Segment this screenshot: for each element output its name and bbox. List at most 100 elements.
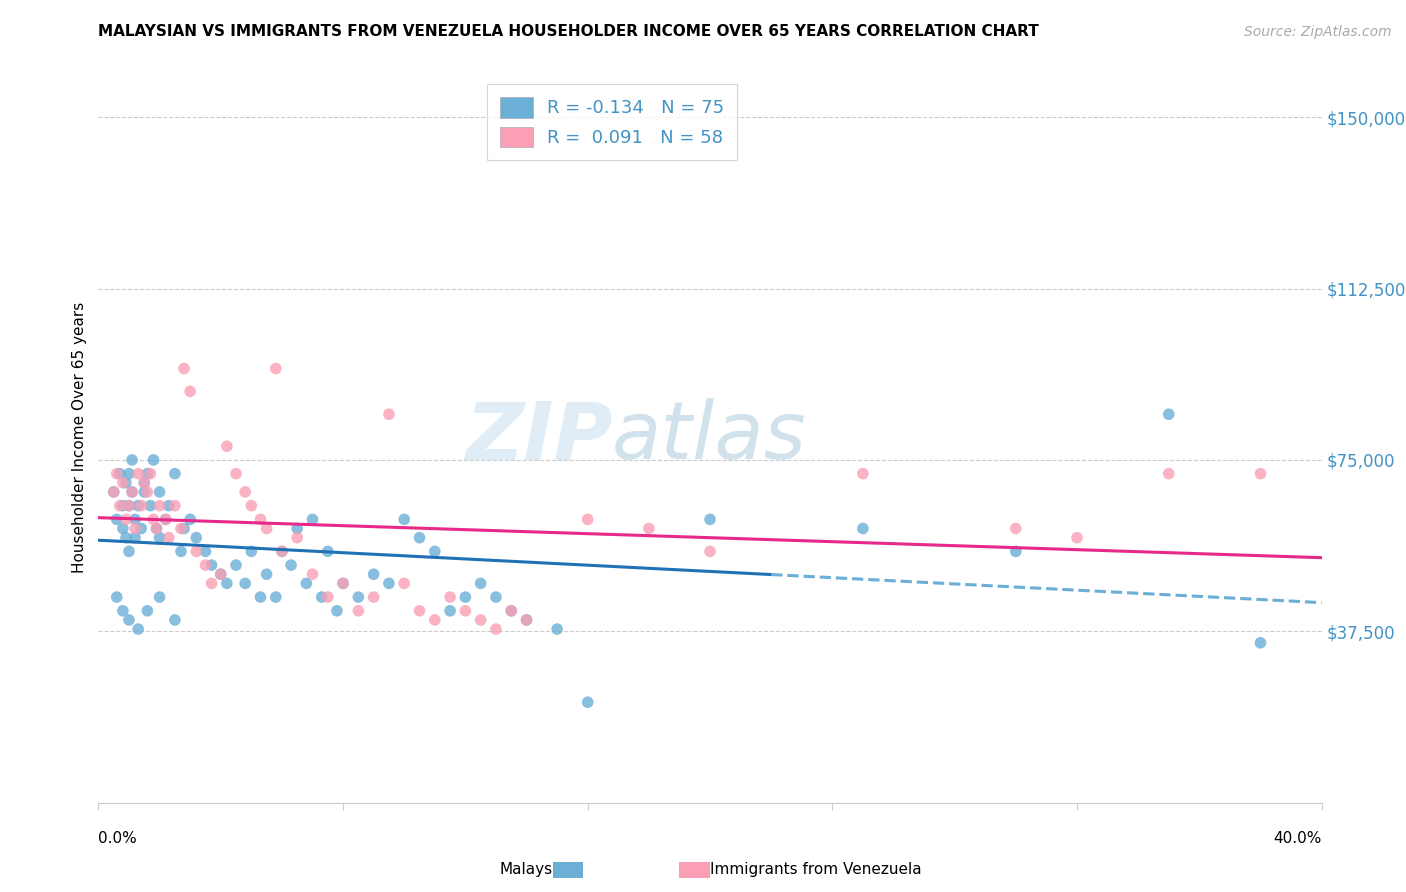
Point <box>186 531 208 545</box>
Point <box>454 590 477 604</box>
Point <box>163 613 186 627</box>
Point <box>363 567 385 582</box>
Point <box>118 499 141 513</box>
Point <box>111 499 134 513</box>
Point <box>155 512 177 526</box>
Point <box>280 558 302 573</box>
Point <box>136 485 159 500</box>
Point <box>121 485 143 500</box>
Point <box>118 499 141 513</box>
Point <box>124 521 146 535</box>
Point <box>516 613 538 627</box>
Point <box>1157 467 1180 481</box>
Point <box>129 521 152 535</box>
Point <box>301 512 323 526</box>
Point <box>516 613 538 627</box>
Point <box>485 622 508 636</box>
Point <box>332 576 354 591</box>
Point <box>136 467 159 481</box>
Point <box>326 604 349 618</box>
Point <box>173 521 195 535</box>
Point <box>347 590 370 604</box>
Point <box>200 576 222 591</box>
Point <box>194 544 217 558</box>
Point <box>576 512 599 526</box>
Point <box>200 558 222 573</box>
Point <box>108 467 131 481</box>
Point <box>1004 544 1026 558</box>
Point <box>378 576 401 591</box>
Point <box>301 567 323 582</box>
Point <box>124 512 146 526</box>
Point <box>215 576 238 591</box>
Point <box>439 590 461 604</box>
Point <box>316 590 339 604</box>
Point <box>173 361 195 376</box>
Point <box>118 544 141 558</box>
Point <box>311 590 333 604</box>
Point <box>423 544 446 558</box>
Point <box>134 475 156 490</box>
Point <box>127 622 149 636</box>
Point <box>194 558 217 573</box>
Point <box>1157 407 1180 421</box>
Point <box>546 622 568 636</box>
Point <box>142 453 165 467</box>
Point <box>392 576 416 591</box>
Point <box>233 576 256 591</box>
Point <box>134 485 156 500</box>
Point <box>225 467 247 481</box>
Point <box>145 521 167 535</box>
Point <box>155 512 177 526</box>
Point <box>170 544 193 558</box>
Point <box>105 590 128 604</box>
Point <box>115 531 138 545</box>
Point <box>392 512 416 526</box>
Point <box>179 384 201 399</box>
Point <box>105 467 128 481</box>
Point <box>699 544 721 558</box>
Point <box>170 521 193 535</box>
Point <box>103 485 125 500</box>
Point <box>439 604 461 618</box>
Point <box>256 567 278 582</box>
Point <box>127 467 149 481</box>
Point <box>111 475 134 490</box>
Point <box>134 475 156 490</box>
Point <box>249 512 271 526</box>
Point <box>637 521 661 535</box>
Text: Immigrants from Venezuela: Immigrants from Venezuela <box>710 863 922 877</box>
Point <box>408 604 430 618</box>
Point <box>699 512 721 526</box>
Point <box>209 567 232 582</box>
Point <box>470 576 492 591</box>
Point <box>115 475 138 490</box>
Point <box>121 485 143 500</box>
Point <box>186 544 208 558</box>
Point <box>139 499 162 513</box>
Text: atlas: atlas <box>612 398 807 476</box>
Point <box>209 567 232 582</box>
Point <box>264 590 287 604</box>
Point <box>179 512 201 526</box>
Point <box>285 521 308 535</box>
Point <box>149 499 172 513</box>
Point <box>163 467 186 481</box>
Point <box>118 613 141 627</box>
Y-axis label: Householder Income Over 65 years: Householder Income Over 65 years <box>72 301 87 573</box>
Point <box>1249 636 1271 650</box>
Point <box>240 499 263 513</box>
Point <box>142 512 165 526</box>
Point <box>118 467 141 481</box>
Point <box>139 467 162 481</box>
Text: 40.0%: 40.0% <box>1274 831 1322 846</box>
Point <box>470 613 492 627</box>
Point <box>378 407 401 421</box>
Point <box>124 531 146 545</box>
Point <box>215 439 238 453</box>
Point <box>108 499 131 513</box>
Point <box>233 485 256 500</box>
Point <box>270 544 292 558</box>
Point <box>363 590 385 604</box>
Point <box>852 467 875 481</box>
